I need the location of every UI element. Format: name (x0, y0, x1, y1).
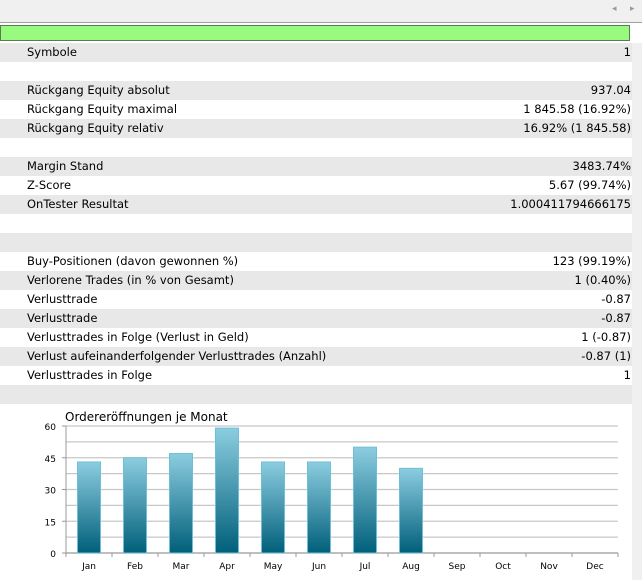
row-label: Verlorene Trades (in % von Gesamt) (27, 273, 234, 287)
x-tick-label: Aug (402, 562, 420, 572)
x-tick-label: Jul (359, 562, 371, 572)
table-row: Z-Score 5.67 (99.74%) (0, 176, 632, 195)
report-table: Symbole 1 Rückgang Equity absolut 937.04 Rüc… (0, 43, 632, 404)
row-value: 123 (99.19%) (552, 254, 631, 268)
row-value: 1 (0.40%) (574, 273, 631, 287)
bar-jan (77, 461, 101, 554)
table-row: Verlusttrades in Folge (Verlust in Geld)… (0, 328, 632, 347)
scrollbar[interactable] (632, 43, 642, 580)
row-label: Rückgang Equity maximal (27, 102, 178, 116)
row-label: Verlusttrades in Folge (27, 368, 153, 382)
row-label: Rückgang Equity relativ (27, 121, 164, 135)
x-tick-label: Nov (540, 562, 558, 572)
row-label: OnTester Resultat (27, 197, 129, 211)
x-tick-label: Dec (586, 562, 603, 572)
row-label: Verlusttrades in Folge (Verlust in Geld) (27, 330, 249, 344)
table-row: Margin Stand 3483.74% (0, 157, 632, 176)
scroll-right-icon[interactable]: ▸ (630, 4, 635, 14)
row-label: Buy-Positionen (davon gewonnen %) (27, 254, 239, 268)
row-value: -0.87 (601, 292, 631, 306)
y-tick-label: 45 (45, 455, 56, 465)
table-row: Verlorene Trades (in % von Gesamt) 1 (0.4… (0, 271, 632, 290)
orders-per-month-chart: Ordereröffnungen je Monat 0 15 30 45 60 Jan Fe… (45, 410, 619, 572)
row-label: Margin Stand (27, 159, 104, 173)
table-row (0, 385, 632, 404)
table-row (0, 138, 632, 157)
bar-feb (123, 457, 147, 554)
x-tick-label: Sep (449, 562, 466, 572)
x-tick-label: Oct (495, 562, 511, 572)
row-value: 3483.74% (572, 159, 631, 173)
scroll-left-icon[interactable]: ◂ (612, 4, 617, 14)
table-row (0, 62, 632, 81)
x-tick-label: Jun (311, 562, 326, 572)
row-label: Rückgang Equity absolut (27, 83, 170, 97)
row-label: Verlust aufeinanderfolgender Verlusttrad… (27, 349, 327, 363)
row-value: 1 845.58 (16.92%) (523, 102, 631, 116)
table-row: Buy-Positionen (davon gewonnen %) 123 (99… (0, 252, 632, 271)
x-tick-label: Apr (219, 562, 235, 572)
chart-title: Ordereröffnungen je Monat (65, 410, 228, 424)
row-value: 5.67 (99.74%) (548, 178, 631, 192)
row-label: Z-Score (27, 178, 72, 192)
row-value: 1 (-0.87) (581, 330, 631, 344)
table-row: Verlusttrade -0.87 (0, 290, 632, 309)
table-row (0, 214, 632, 233)
x-tick-label: Jan (81, 562, 96, 572)
y-tick-label: 0 (50, 550, 56, 560)
row-value: -0.87 (1) (581, 349, 631, 363)
row-label: Symbole (27, 45, 77, 59)
table-row: Symbole 1 (0, 43, 632, 62)
row-value: 1 (623, 368, 631, 382)
table-row: Verlusttrade -0.87 (0, 309, 632, 328)
x-tick-label: May (264, 562, 283, 572)
table-row (0, 233, 632, 252)
y-tick-label: 60 (45, 423, 57, 433)
table-row: Rückgang Equity maximal 1 845.58 (16.92%) (0, 100, 632, 119)
row-label: Verlusttrade (27, 311, 98, 325)
bar-may (261, 461, 285, 554)
toolbar: ◂ ▸ (0, 0, 642, 23)
table-row: Verlusttrades in Folge 1 (0, 366, 632, 385)
row-value: 1.000411794666175 (510, 197, 631, 211)
status-bar (0, 25, 630, 41)
row-value: 937.04 (590, 83, 631, 97)
row-value: -0.87 (601, 311, 631, 325)
row-value: 1 (623, 45, 631, 59)
bar-jul (353, 446, 377, 554)
bar-jun (307, 461, 331, 554)
bar-mar (169, 453, 193, 554)
bar-apr (215, 427, 239, 554)
table-row: OnTester Resultat 1.000411794666175 (0, 195, 632, 214)
table-row: Rückgang Equity relativ 16.92% (1 845.58) (0, 119, 632, 138)
x-tick-label: Feb (127, 562, 143, 572)
row-value: 16.92% (1 845.58) (523, 121, 631, 135)
table-row: Verlust aufeinanderfolgender Verlusttrad… (0, 347, 632, 366)
y-tick-label: 30 (45, 487, 57, 497)
table-row: Rückgang Equity absolut 937.04 (0, 81, 632, 100)
y-tick-label: 15 (45, 518, 56, 528)
x-tick-label: Mar (173, 562, 190, 572)
row-label: Verlusttrade (27, 292, 98, 306)
bar-aug (399, 467, 423, 554)
